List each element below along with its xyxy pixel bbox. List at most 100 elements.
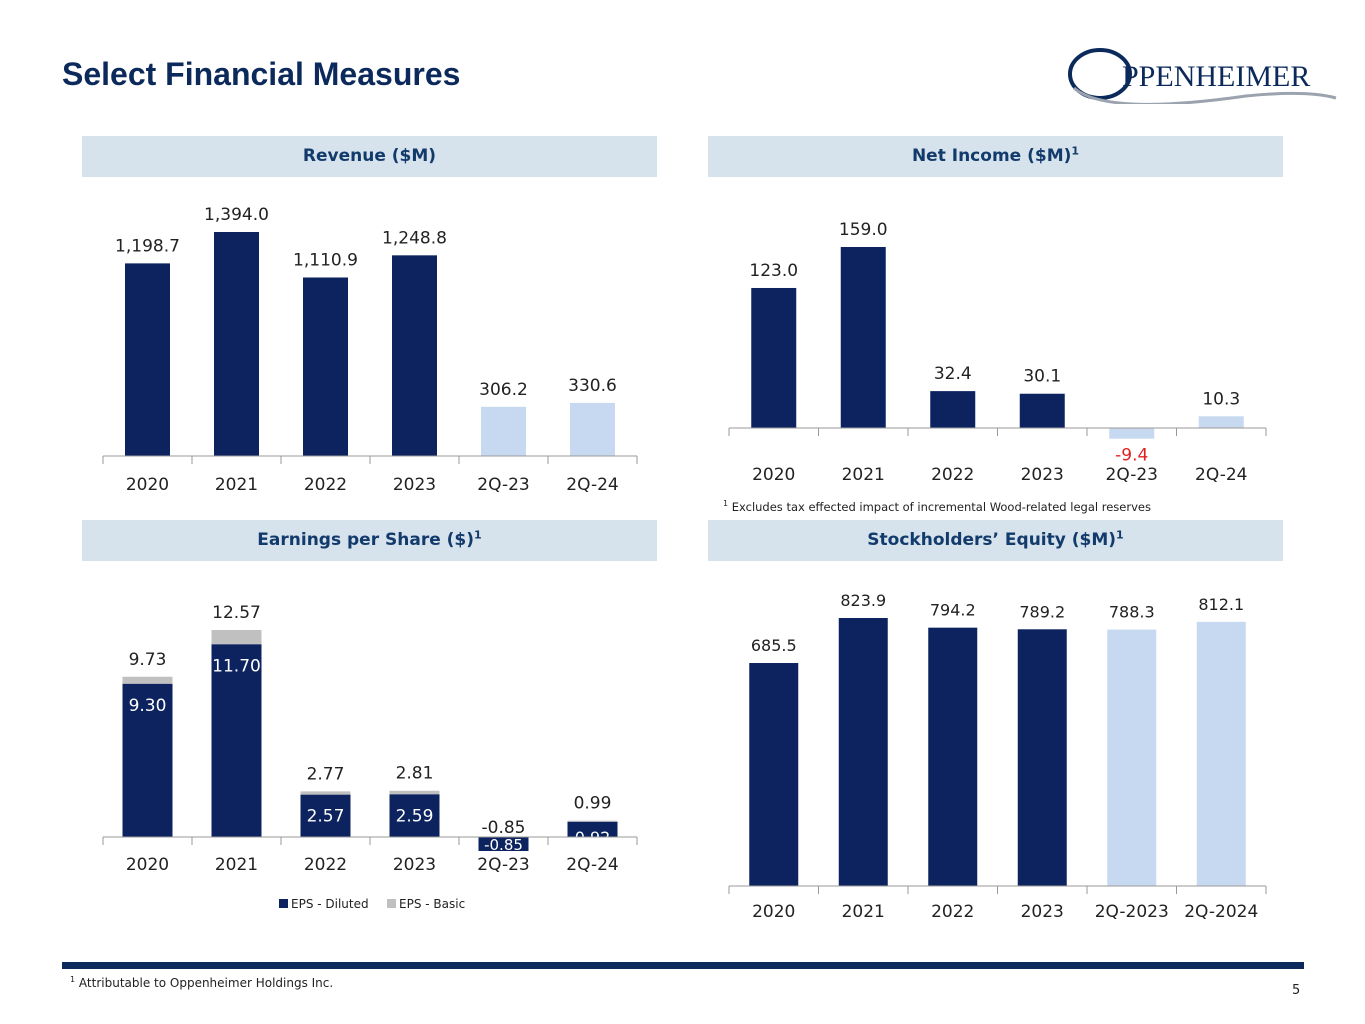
eps-x-tick-label: 2021 [215,855,258,875]
net-income-note-sup: 1 [723,499,729,508]
eps-chart: 9.73 9.30 12.57 11.70 2.77 2.57 2.81 2.59 -0.85-… [102,603,638,911]
revenue-data-label: 1,248.8 [382,228,447,248]
eps-diluted-label: 2.57 [307,807,345,827]
revenue-data-label: 1,394.0 [204,205,269,225]
equity-bar [1196,621,1246,886]
equity-bar [1017,629,1067,886]
net_income-x-tick-label: 2020 [752,465,795,485]
page-number: 5 [1292,983,1301,998]
footnote-text: Attributable to Oppenheimer Holdings Inc… [78,976,334,990]
eps-basic-label: 0.99 [574,794,612,814]
net-income-note-text: Excludes tax effected impact of incremen… [731,499,1151,514]
equity-x-tick-label: 2020 [752,902,795,922]
eps-basic-label: -0.85 [482,818,526,838]
net-income-chart: 123.0 159.0 32.4 30.1 -9.4 10.3 2020 2021 2022 20… [728,220,1267,485]
eps-x-tick-label: 2Q-24 [566,855,618,875]
revenue-x-tick-label: 2021 [215,475,258,495]
revenue-chart: 1,198.7 1,394.0 1,110.9 1,248.8 306.2 330.6 20… [102,205,638,495]
net_income-bar [751,287,797,428]
eps-x-tick-label: 2023 [393,855,436,875]
net_income-bar [930,391,976,428]
equity-x-tick-label: 2Q-2024 [1184,902,1258,922]
net_income-data-label: 10.3 [1202,389,1240,409]
eps-basic-label: 2.81 [396,764,434,784]
equity-x-tick-label: 2023 [1021,902,1064,922]
equity-bar [928,627,978,886]
net_income-x-tick-label: 2Q-24 [1195,465,1247,485]
eps-basic-bar [567,820,618,822]
net_income-data-label: 32.4 [934,364,972,384]
net_income-data-label: -9.4 [1115,446,1148,466]
eps-diluted-label: -0.85 [484,836,523,854]
net_income-data-label: 123.0 [749,261,798,281]
equity-data-label: 794.2 [930,601,976,620]
eps-diluted-bar [389,794,440,837]
net_income-x-tick-label: 2Q-23 [1106,465,1158,485]
eps-diluted-bar [211,644,262,837]
equity-data-label: 823.9 [840,591,886,610]
eps-title: Earnings per Share ($) [257,530,475,550]
revenue-bar [481,406,526,456]
revenue-x-tick-label: 2020 [126,475,169,495]
revenue-data-label: 1,198.7 [115,236,180,256]
equity-bar [1107,629,1157,886]
revenue-x-tick-label: 2022 [304,475,347,495]
footnote: 1 Attributable to Oppenheimer Holdings I… [70,975,333,990]
revenue-data-label: 330.6 [568,376,617,396]
eps-diluted-bar [300,794,351,837]
eps-basic-bar [300,791,351,795]
eps-title-sup: 1 [474,528,482,542]
footer-rule [62,962,1304,969]
equity-data-label: 685.5 [751,636,797,655]
eps-x-tick-label: 2Q-23 [477,855,529,875]
eps-diluted-bar [122,683,173,837]
eps-diluted-bar [567,821,618,837]
equity-data-label: 788.3 [1109,603,1155,622]
net_income-bar [840,247,886,428]
equity-title-sup: 1 [1116,528,1124,542]
eps-x-tick-label: 2020 [126,855,169,875]
equity-bar [749,663,799,886]
eps-basic-label: 12.57 [212,603,261,623]
revenue-bar [214,232,259,456]
net-income-title: Net Income ($M) [911,146,1072,166]
equity-data-label: 789.2 [1019,602,1065,621]
logo-text: PPENHEIMER [1122,60,1310,93]
net_income-data-label: 159.0 [839,220,888,240]
oppenheimer-logo: PPENHEIMER [1068,48,1337,104]
net-income-title-sup: 1 [1071,144,1080,158]
revenue-header: Revenue ($M) [82,136,657,177]
net_income-x-tick-label: 2022 [931,465,974,485]
eps-diluted-label: 2.59 [396,806,434,826]
net_income-data-label: 30.1 [1023,367,1061,387]
eps-diluted-label: 9.30 [129,696,167,716]
net_income-bar [1198,416,1244,428]
equity-title: Stockholders’ Equity ($M) [867,530,1117,550]
eps-basic-label: 2.77 [307,764,345,784]
revenue-bar [125,263,170,456]
eps-x-tick-label: 2022 [304,855,347,875]
equity-bar [838,618,888,886]
eps-basic-bar [389,790,440,795]
footnote-sup: 1 [70,975,76,984]
revenue-data-label: 1,110.9 [293,250,358,270]
equity-data-label: 812.1 [1198,595,1244,614]
equity-x-tick-label: 2022 [931,902,974,922]
net_income-x-tick-label: 2023 [1021,465,1064,485]
revenue-x-tick-label: 2Q-24 [566,475,618,495]
equity-header: Stockholders’ Equity ($M)1 [708,520,1283,561]
eps-basic-label: 9.73 [129,650,167,670]
eps-diluted-bar [478,837,529,851]
legend-label-basic: EPS - Basic [399,897,465,911]
revenue-bar [392,255,437,456]
revenue-title: Revenue ($M) [302,146,437,166]
legend-label-diluted: EPS - Diluted [291,897,369,911]
equity-x-tick-label: 2021 [842,902,885,922]
revenue-bar [570,402,615,456]
legend-swatch-basic [387,899,396,908]
equity-x-tick-label: 2Q-2023 [1095,902,1169,922]
revenue-data-label: 306.2 [479,380,528,400]
net_income-x-tick-label: 2021 [842,465,885,485]
eps-basic-bar [211,630,262,645]
revenue-x-tick-label: 2Q-23 [477,475,529,495]
